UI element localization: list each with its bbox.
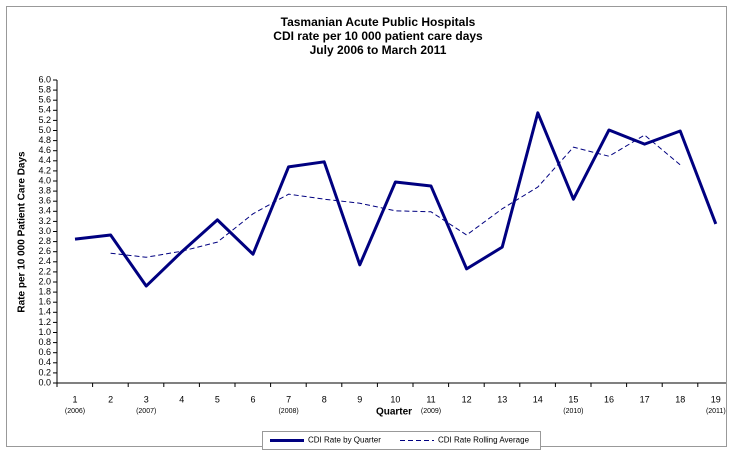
x-tick-label: 12 [462,394,472,404]
y-tick-label: 0.4 [38,357,51,367]
y-tick-label: 4.6 [38,145,51,155]
y-tick-label: 3.4 [38,206,51,216]
x-tick-label: 15 [568,394,578,404]
y-tick-label: 5.2 [38,115,51,125]
y-tick-label: 4.8 [38,135,51,145]
y-tick-label: 2.0 [38,276,51,286]
chart-title: CDI rate per 10 000 patient care days [273,29,483,43]
x-sub-label: (2009) [421,408,441,415]
x-tick-label: 3 [144,394,149,404]
legend-label: CDI Rate Rolling Average [438,436,530,445]
x-sub-label: (2010) [563,408,583,415]
y-tick-label: 2.8 [38,236,51,246]
y-tick-label: 5.0 [38,125,51,135]
y-tick-label: 0.6 [38,347,51,357]
x-sub-label: (2007) [136,408,156,415]
series-line [110,134,681,258]
y-tick-label: 0.0 [38,377,51,387]
x-tick-label: 17 [640,394,650,404]
x-tick-label: 9 [357,394,362,404]
chart-frame [6,6,727,447]
x-tick-label: 13 [497,394,507,404]
x-tick-label: 5 [215,394,220,404]
y-tick-label: 0.2 [38,367,51,377]
x-tick-label: 2 [108,394,113,404]
series-line [74,111,718,288]
y-tick-label: 5.8 [38,84,51,94]
x-tick-label: 8 [322,394,327,404]
y-tick-label: 1.6 [38,297,51,307]
y-tick-label: 2.2 [38,266,51,276]
y-tick-label: 3.6 [38,196,51,206]
x-tick-label: 6 [250,394,255,404]
y-tick-label: 2.4 [38,256,51,266]
x-tick-label: 16 [604,394,614,404]
y-tick-label: 6.0 [38,74,51,84]
y-tick-label: 1.2 [38,317,51,327]
legend-label: CDI Rate by Quarter [308,436,381,445]
x-tick-label: 14 [533,394,543,404]
chart-title: July 2006 to March 2011 [310,43,447,57]
y-tick-label: 5.4 [38,105,51,115]
x-tick-label: 11 [426,394,435,404]
y-axis-label: Rate per 10 000 Patient Care Days [17,151,28,313]
y-tick-label: 4.2 [38,165,51,175]
x-tick-label: 4 [179,394,184,404]
x-tick-label: 1 [72,394,77,404]
chart-title: Tasmanian Acute Public Hospitals [281,15,476,29]
x-axis-label: Quarter [376,407,412,418]
x-tick-label: 7 [286,394,291,404]
x-sub-label: (2008) [278,408,298,415]
y-tick-label: 1.4 [38,307,51,317]
x-tick-label: 10 [390,394,400,404]
y-tick-label: 3.8 [38,185,51,195]
y-tick-label: 1.8 [38,286,51,296]
y-tick-label: 5.6 [38,95,51,105]
y-tick-label: 4.0 [38,175,51,185]
y-tick-label: 4.4 [38,155,51,165]
y-tick-label: 0.8 [38,337,51,347]
x-sub-label: (2006) [65,408,85,415]
y-tick-label: 2.6 [38,246,51,256]
x-tick-label: 19 [711,394,721,404]
x-sub-label: (2011) [706,408,726,415]
y-tick-label: 1.0 [38,327,51,337]
x-tick-label: 18 [675,394,685,404]
y-tick-label: 3.0 [38,226,51,236]
y-tick-label: 3.2 [38,216,51,226]
